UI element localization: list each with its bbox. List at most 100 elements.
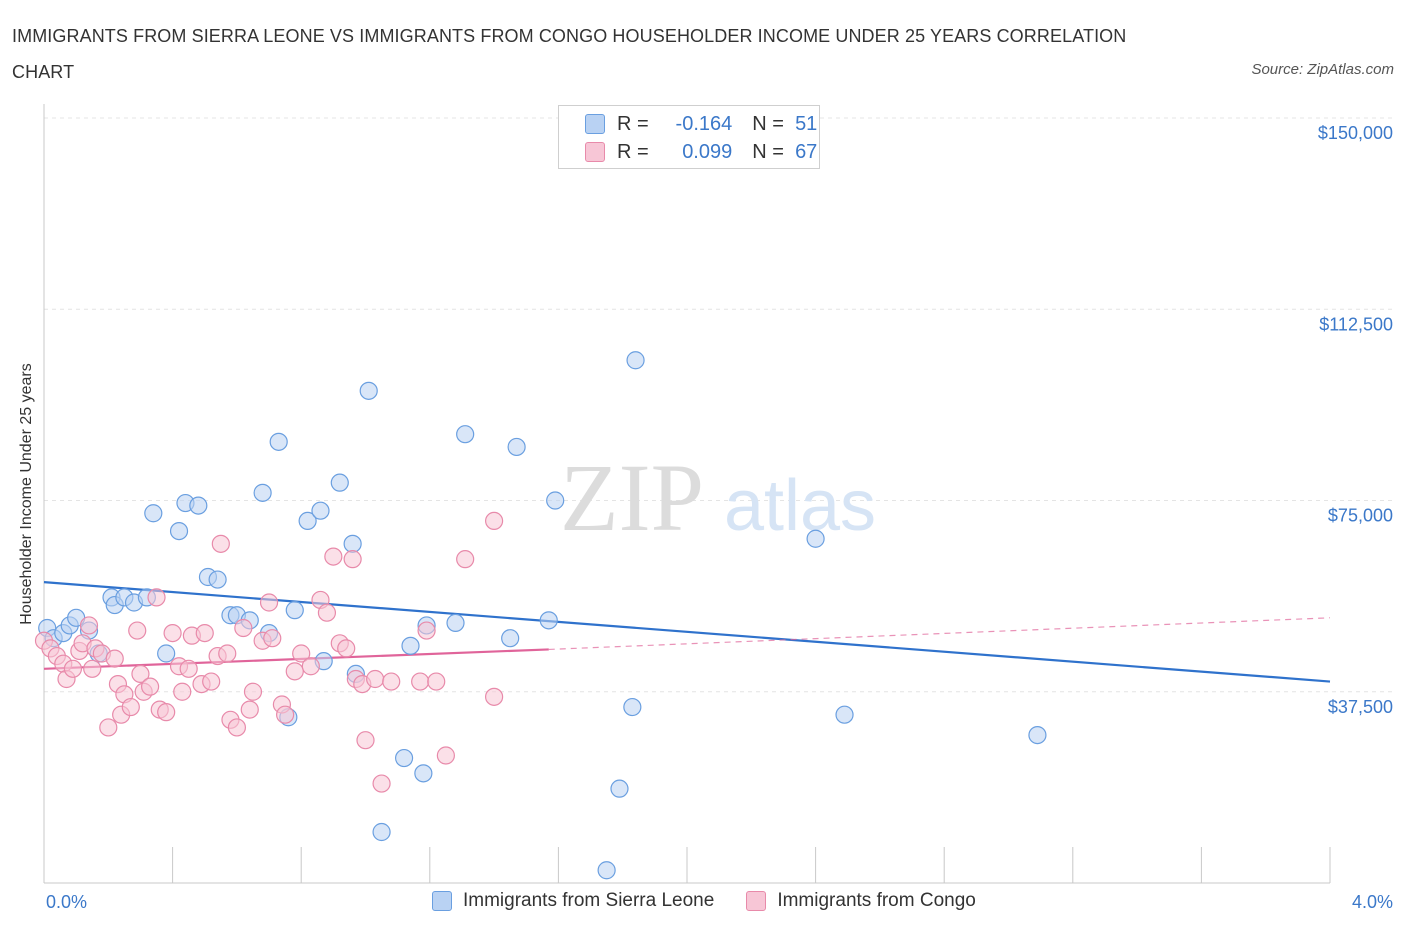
source-label: Source: ZipAtlas.com — [1251, 61, 1394, 78]
watermark: ZIP atlas — [560, 444, 876, 551]
trend-line-congo-extension — [548, 617, 1331, 651]
watermark-zip: ZIP — [560, 444, 704, 551]
point-congo — [99, 718, 118, 737]
trend-line-sierra-leone — [43, 581, 1331, 683]
point-sierra-leone — [835, 705, 854, 724]
point-sierra-leone — [1028, 725, 1047, 745]
grid-lines — [44, 117, 1395, 693]
point-congo — [324, 547, 343, 566]
point-sierra-leone — [330, 473, 349, 492]
point-congo — [337, 639, 356, 658]
point-sierra-leone — [806, 529, 825, 548]
point-sierra-leone — [253, 483, 272, 502]
point-sierra-leone — [298, 511, 317, 531]
point-sierra-leone — [456, 425, 475, 444]
point-sierra-leone — [414, 764, 433, 783]
point-congo — [83, 659, 102, 678]
point-sierra-leone — [610, 779, 629, 798]
point-congo — [292, 644, 311, 663]
point-congo — [157, 703, 176, 722]
legend-swatch-congo — [585, 142, 605, 162]
point-sierra-leone — [394, 748, 414, 768]
x-tick-label: 4.0% — [1352, 892, 1393, 912]
point-congo — [285, 662, 304, 681]
point-congo — [427, 672, 446, 691]
point-congo — [240, 700, 259, 719]
point-congo — [276, 705, 295, 724]
point-sierra-leone — [169, 521, 189, 541]
point-congo — [202, 672, 221, 691]
point-sierra-leone — [546, 491, 565, 510]
point-sierra-leone — [446, 613, 465, 633]
point-congo — [234, 618, 253, 638]
point-congo — [140, 677, 160, 696]
axes — [43, 104, 1331, 884]
point-congo — [411, 672, 430, 691]
legend-n-value: 67 — [795, 140, 818, 163]
y-tick-label: $37,500 — [1328, 697, 1393, 717]
point-sierra-leone — [372, 822, 391, 842]
point-congo — [301, 657, 320, 676]
y-tick-label: $112,500 — [1319, 314, 1393, 334]
point-congo — [243, 682, 263, 701]
legend-r-value: -0.164 — [675, 112, 733, 135]
point-congo — [79, 616, 99, 635]
point-sierra-leone — [539, 611, 558, 630]
point-sierra-leone — [285, 601, 304, 620]
point-congo — [485, 511, 504, 531]
legend-r-label: R = — [617, 112, 649, 135]
point-congo — [128, 621, 147, 640]
point-congo — [105, 649, 124, 668]
legend-n-value: 51 — [795, 112, 818, 135]
point-sierra-leone — [157, 644, 176, 663]
series-legend-congo[interactable]: Immigrants from Congo — [746, 890, 976, 912]
watermark-atlas: atlas — [724, 466, 876, 546]
point-congo — [343, 550, 362, 569]
point-sierra-leone — [623, 697, 642, 717]
point-sierra-leone — [269, 432, 288, 451]
y-tick-label: $150,000 — [1318, 123, 1393, 143]
point-congo — [121, 697, 140, 717]
point-congo — [417, 621, 436, 640]
point-congo — [218, 644, 237, 663]
point-sierra-leone — [501, 629, 520, 648]
point-sierra-leone — [144, 504, 163, 523]
point-congo — [382, 672, 401, 691]
legend-r-value: 0.099 — [682, 140, 733, 163]
legend-swatch-sierra-leone — [585, 114, 605, 134]
point-congo — [372, 774, 391, 793]
legend-n-label: N = — [752, 112, 784, 135]
y-tick-label: $75,000 — [1328, 506, 1393, 526]
point-congo — [366, 669, 385, 689]
point-congo — [195, 623, 214, 643]
legend-row-sierra-leone: R = -0.164 N = 51 — [585, 112, 817, 136]
point-sierra-leone — [311, 501, 330, 520]
data-points — [34, 351, 1047, 880]
x-tick-label: 0.0% — [46, 892, 87, 912]
point-congo — [173, 682, 192, 701]
point-congo — [456, 550, 475, 569]
point-sierra-leone — [401, 636, 420, 655]
legend-n-label: N = — [752, 140, 784, 163]
point-sierra-leone — [359, 381, 378, 400]
point-congo — [147, 588, 166, 607]
chart-title: IMMIGRANTS FROM SIERRA LEONE VS IMMIGRAN… — [12, 26, 1127, 82]
point-sierra-leone — [626, 351, 645, 370]
point-congo — [356, 731, 375, 750]
point-congo — [263, 629, 282, 648]
point-sierra-leone — [597, 861, 616, 880]
point-sierra-leone — [189, 496, 208, 515]
point-congo — [317, 603, 337, 622]
series-swatch-congo — [746, 891, 767, 911]
series-label-sierra-leone: Immigrants from Sierra Leone — [463, 890, 715, 911]
stats-legend: R = -0.164 N = 51 R = 0.099 N = 67 — [558, 105, 820, 169]
point-congo — [485, 687, 504, 706]
legend-row-congo: R = 0.099 N = 67 — [585, 140, 817, 164]
series-swatch-sierra-leone — [432, 891, 452, 911]
series-legend-sierra-leone[interactable]: Immigrants from Sierra Leone — [432, 890, 714, 912]
point-congo — [131, 664, 150, 684]
point-congo — [179, 659, 198, 678]
point-sierra-leone — [343, 534, 362, 553]
series-label-congo: Immigrants from Congo — [777, 890, 976, 911]
